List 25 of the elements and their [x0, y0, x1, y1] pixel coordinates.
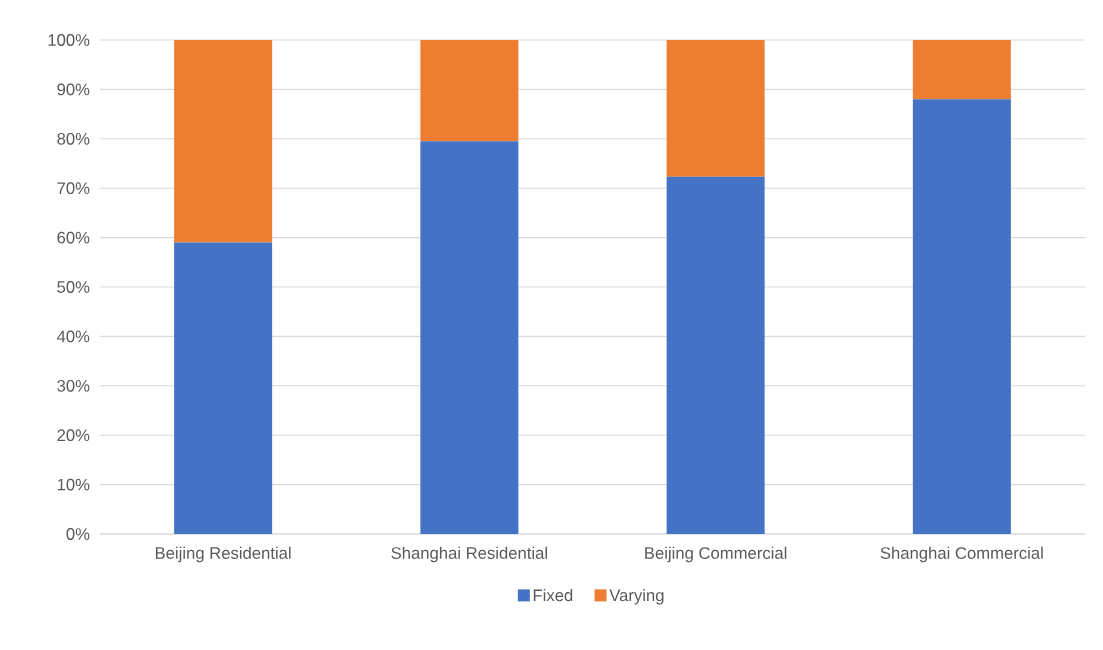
bar — [174, 242, 273, 534]
bar — [912, 40, 1011, 100]
bar — [174, 40, 273, 243]
y-tick-label: 60% — [57, 231, 90, 244]
bar — [666, 176, 765, 534]
legend-label: Fixed — [533, 588, 573, 602]
x-tick-label: Shanghai Residential — [391, 546, 547, 563]
y-tick-label: 100% — [48, 34, 90, 46]
y-tick-label: 50% — [57, 281, 90, 293]
bar — [420, 40, 519, 142]
y-tick-label: 40% — [56, 330, 90, 343]
bar — [420, 141, 519, 534]
legend-label: Varying — [609, 588, 664, 605]
x-tick-label: Beijing Residential — [155, 546, 291, 563]
x-tick-label: Beijing Commercial — [645, 546, 787, 563]
bar — [666, 40, 765, 177]
y-tick-label: 10% — [57, 478, 90, 491]
x-tick-label: Shanghai Commercial — [880, 546, 1043, 563]
y-tick-label: 0% — [66, 528, 90, 540]
y-tick-label: 80% — [57, 132, 90, 145]
bar — [912, 99, 1011, 534]
y-tick-label: 30% — [57, 379, 90, 392]
y-tick-label: 90% — [57, 83, 90, 96]
y-tick-label: 70% — [57, 182, 90, 195]
y-tick-label: 20% — [57, 429, 90, 442]
